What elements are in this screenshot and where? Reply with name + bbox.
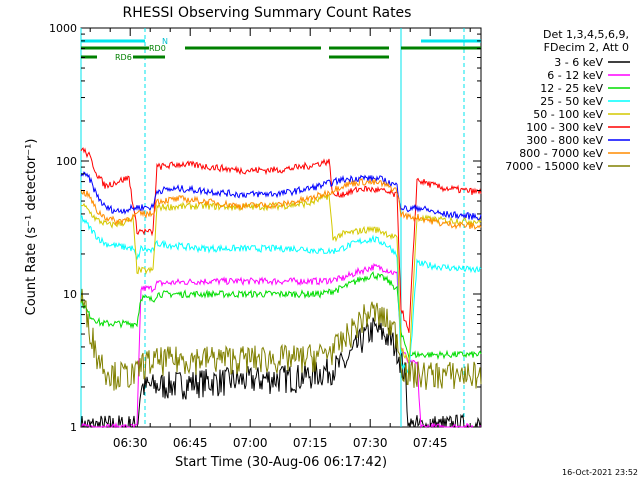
legend-label: 50 - 100 keV [533,108,603,121]
legend-header-line: FDecim 2, Att 0 [544,41,629,54]
series-line-7 [80,177,482,230]
timestamp: 16-Oct-2021 23:52 [562,468,638,477]
x-axis-label: Start Time (30-Aug-06 06:17:42) [175,455,387,470]
legend-label: 6 - 12 keV [547,69,603,82]
series-line-6 [80,171,482,221]
y-tick-label: 100 [56,155,77,168]
legend: Det 1,3,4,5,6,9,FDecim 2, Att 0 3 - 6 keV… [505,28,630,173]
legend-label: 25 - 50 keV [540,95,603,108]
x-tick-label: 07:15 [293,436,328,450]
x-axis: 06:30 06:45 07:00 07:15 07:30 07:45 [89,28,471,450]
series-line-8 [80,288,482,391]
x-tick-label: 07:00 [233,436,268,450]
flag-label-n: N [162,37,168,46]
flag-label-rd6: RD6 [115,53,132,62]
legend-label: 12 - 25 keV [540,82,603,95]
y-tick-label: 10 [63,288,77,301]
flag-label-rd0: RD0 [149,44,166,53]
series-line-3 [80,215,482,375]
legend-label: 100 - 300 keV [526,121,603,134]
series-line-0 [80,317,482,429]
legend-label: 300 - 800 keV [526,134,603,147]
series-line-5 [80,147,482,334]
y-tick-label: 1000 [49,22,77,35]
legend-header-line: Det 1,3,4,5,6,9, [543,28,629,41]
y-tick-label: 1 [70,421,77,434]
series-line-4 [80,194,482,364]
series-line-1 [80,262,482,429]
legend-label: 7000 - 15000 keV [505,160,603,173]
legend-label: 3 - 6 keV [554,56,603,69]
y-axis: 1 10 100 1000 [49,22,481,434]
series-line-2 [80,271,482,361]
x-tick-label: 06:45 [173,436,208,450]
legend-label: 800 - 7000 keV [519,147,603,160]
y-axis-label: Count Rate (s⁻¹ detector⁻¹) [24,139,39,316]
series-lines [80,147,482,429]
x-tick-label: 07:30 [353,436,388,450]
chart-title: RHESSI Observing Summary Count Rates [123,5,412,21]
x-tick-label: 06:30 [113,436,148,450]
x-tick-label: 07:45 [413,436,448,450]
